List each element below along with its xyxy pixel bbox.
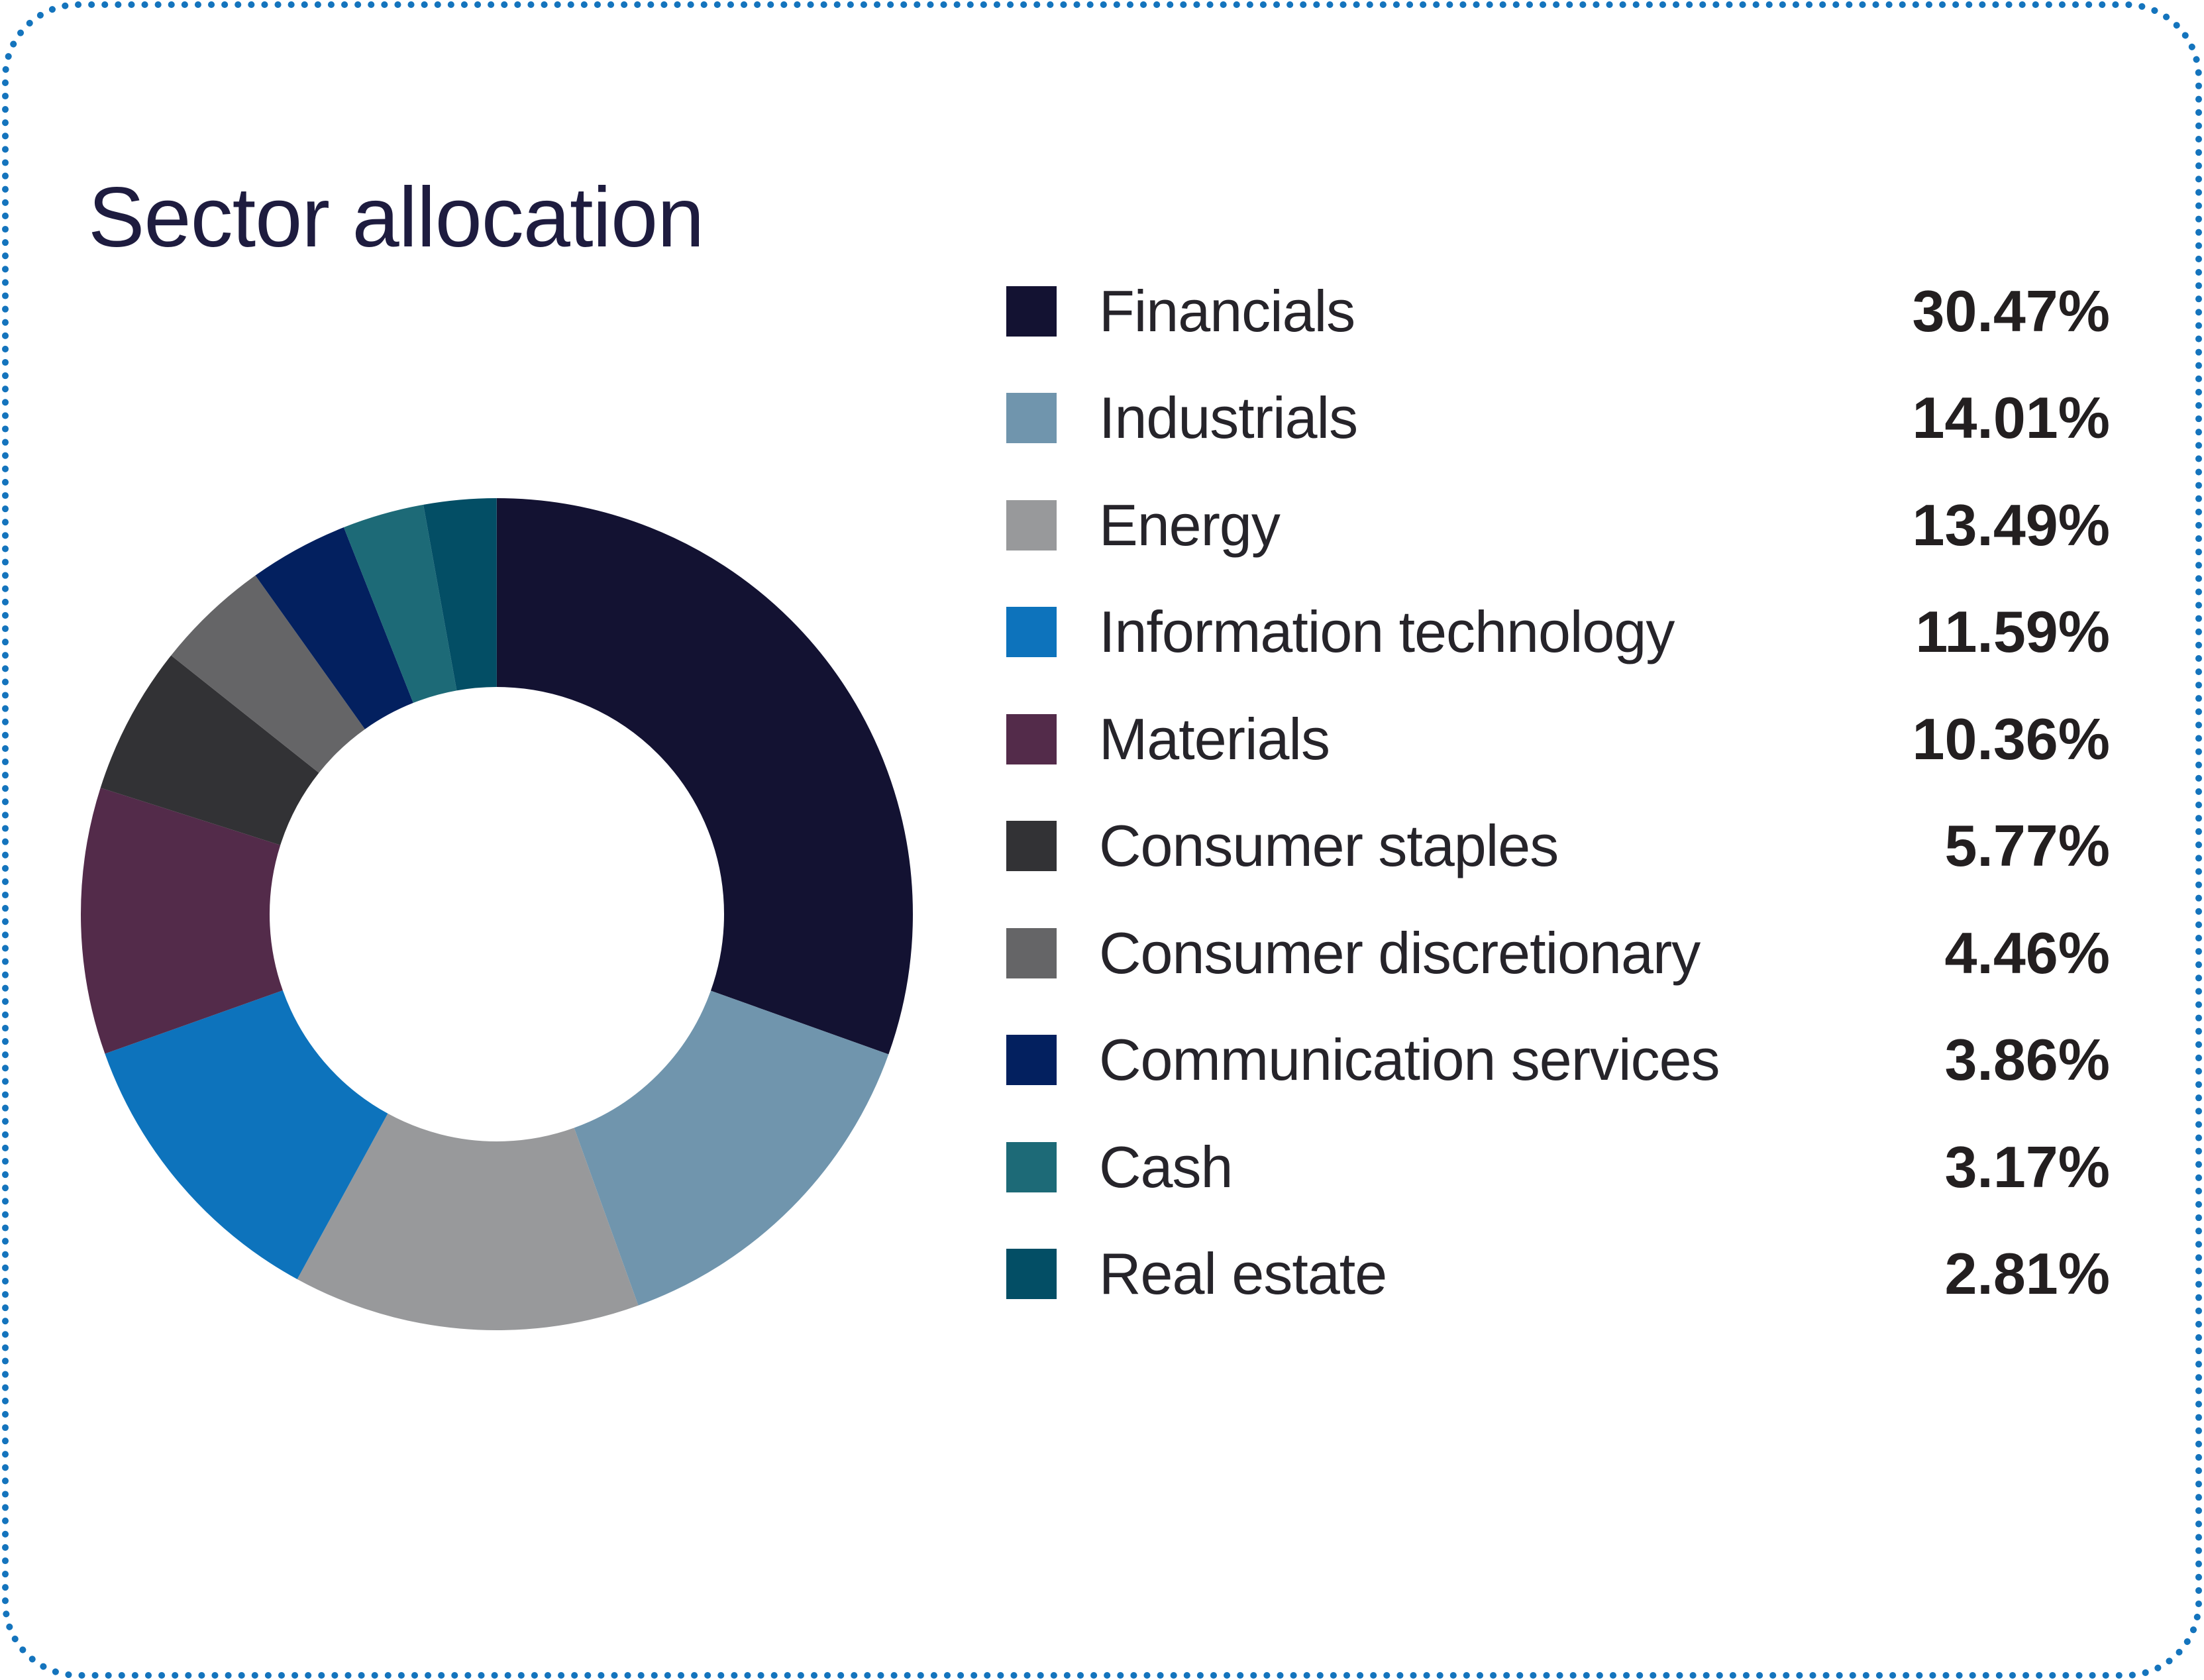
- donut-slice-2: [81, 498, 913, 1330]
- legend-row: Communication services 3.86%: [1006, 1007, 2110, 1114]
- donut-slice-9: [81, 498, 913, 1330]
- legend-swatch: [1006, 821, 1057, 872]
- legend-row: Consumer staples 5.77%: [1006, 793, 2110, 900]
- legend-label: Communication services: [1099, 1027, 1720, 1093]
- legend-value: 11.59%: [1915, 599, 2110, 665]
- legend-label: Information technology: [1099, 599, 1675, 665]
- legend-label: Energy: [1099, 492, 1281, 558]
- legend-row: Cash 3.17%: [1006, 1114, 2110, 1221]
- legend-value: 2.81%: [1944, 1241, 2110, 1307]
- legend-row: Financials 30.47%: [1006, 258, 2110, 365]
- legend-value: 30.47%: [1912, 278, 2110, 344]
- legend-label: Financials: [1099, 278, 1355, 344]
- legend-label: Cash: [1099, 1133, 1233, 1200]
- legend-label: Real estate: [1099, 1241, 1387, 1307]
- legend-value: 14.01%: [1912, 385, 2110, 451]
- legend-label: Consumer discretionary: [1099, 919, 1701, 986]
- donut-slice-4: [81, 498, 913, 1330]
- legend-swatch: [1006, 607, 1057, 658]
- legend-label: Consumer staples: [1099, 813, 1559, 879]
- legend-row: Industrials 14.01%: [1006, 365, 2110, 472]
- legend-row: Real estate 2.81%: [1006, 1221, 2110, 1328]
- legend-value: 10.36%: [1912, 706, 2110, 772]
- legend-value: 3.17%: [1944, 1133, 2110, 1200]
- legend-label: Industrials: [1099, 385, 1358, 451]
- legend: Financials 30.47% Industrials 14.01% Ene…: [1006, 258, 2110, 1328]
- legend-value: 13.49%: [1912, 492, 2110, 558]
- legend-value: 4.46%: [1944, 919, 2110, 986]
- page-title: Sector allocation: [88, 170, 704, 265]
- legend-row: Consumer discretionary 4.46%: [1006, 900, 2110, 1007]
- legend-row: Materials 10.36%: [1006, 686, 2110, 793]
- donut-chart-container: [81, 498, 913, 1330]
- legend-row: Energy 13.49%: [1006, 472, 2110, 579]
- legend-label: Materials: [1099, 706, 1330, 772]
- legend-swatch: [1006, 1141, 1057, 1192]
- legend-swatch: [1006, 286, 1057, 337]
- legend-swatch: [1006, 393, 1057, 444]
- donut-chart: [81, 498, 913, 1330]
- legend-swatch: [1006, 499, 1057, 551]
- legend-swatch: [1006, 1035, 1057, 1086]
- legend-swatch: [1006, 713, 1057, 764]
- legend-value: 5.77%: [1944, 813, 2110, 879]
- legend-swatch: [1006, 927, 1057, 978]
- legend-row: Information technology 11.59%: [1006, 579, 2110, 686]
- legend-swatch: [1006, 1249, 1057, 1300]
- legend-value: 3.86%: [1944, 1027, 2110, 1093]
